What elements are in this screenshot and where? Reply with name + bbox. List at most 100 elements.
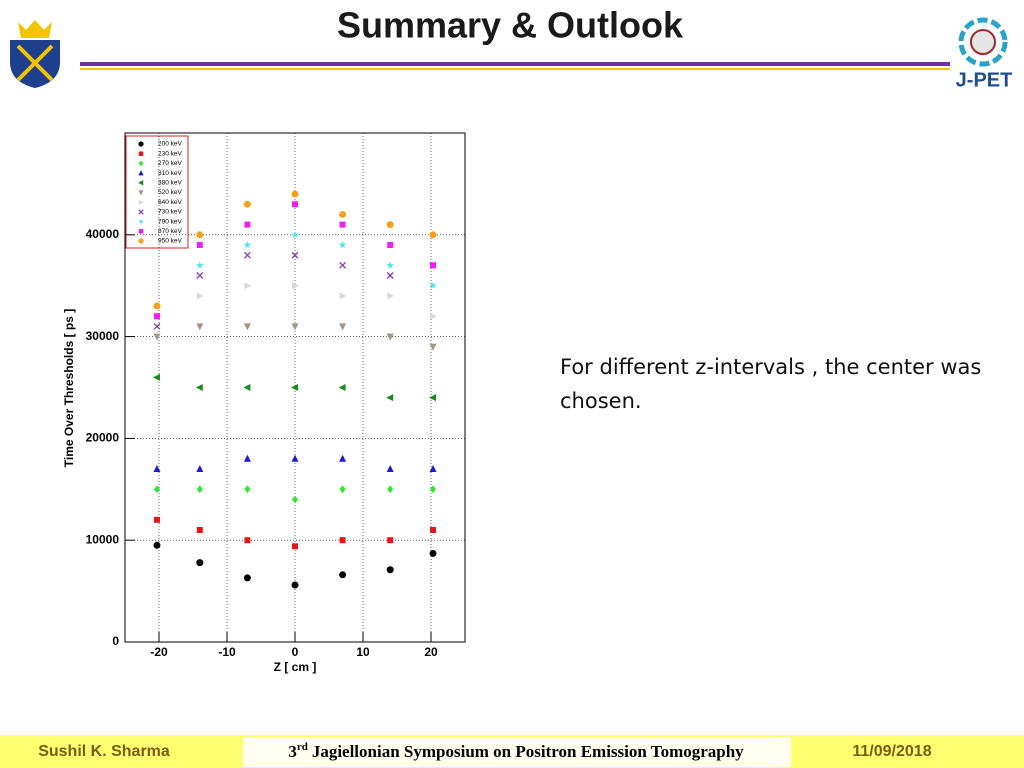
marker bbox=[339, 210, 347, 218]
marker bbox=[153, 313, 160, 320]
marker bbox=[387, 241, 394, 248]
y-tick-label: 10000 bbox=[86, 532, 120, 546]
marker bbox=[196, 231, 204, 239]
legend-label: 870 keV bbox=[158, 228, 183, 235]
marker bbox=[244, 537, 251, 544]
legend-label: 380 keV bbox=[158, 180, 183, 187]
marker bbox=[386, 394, 394, 402]
marker bbox=[244, 485, 251, 494]
marker bbox=[338, 240, 347, 249]
logo-text: J-PET bbox=[956, 69, 1013, 91]
legend-marker bbox=[138, 190, 144, 196]
marker bbox=[243, 454, 251, 462]
marker bbox=[195, 261, 204, 269]
footer-event: 3rd Jagiellonian Symposium on Positron Em… bbox=[288, 741, 744, 761]
marker bbox=[153, 485, 160, 494]
y-tick-label: 40000 bbox=[86, 227, 120, 241]
y-axis-label: Time Over Thresholds [ ps ] bbox=[62, 309, 76, 467]
marker bbox=[429, 464, 437, 472]
marker bbox=[429, 549, 437, 557]
event-name: Jagiellonian Symposium on Positron Emiss… bbox=[312, 742, 744, 761]
legend-marker bbox=[138, 170, 144, 176]
legend-label: 230 keV bbox=[158, 150, 183, 157]
marker bbox=[339, 454, 347, 462]
marker bbox=[243, 200, 251, 208]
marker bbox=[386, 464, 394, 472]
marker bbox=[292, 282, 299, 290]
marker bbox=[291, 230, 299, 239]
marker bbox=[386, 261, 395, 269]
event-number: 3 bbox=[288, 742, 297, 761]
marker bbox=[291, 454, 299, 462]
marker bbox=[153, 322, 161, 330]
marker bbox=[291, 323, 299, 331]
marker bbox=[153, 464, 161, 472]
x-tick-label: -10 bbox=[218, 645, 236, 659]
x-tick-label: 20 bbox=[424, 645, 438, 659]
marker bbox=[196, 272, 204, 279]
x-tick-label: 10 bbox=[356, 645, 370, 659]
marker bbox=[430, 485, 437, 494]
marker bbox=[339, 221, 346, 228]
legend-marker bbox=[138, 238, 144, 244]
marker bbox=[243, 323, 251, 331]
legend-marker bbox=[138, 218, 144, 225]
legend-label: 200 keV bbox=[158, 141, 183, 148]
marker bbox=[153, 302, 161, 310]
marker bbox=[429, 231, 437, 239]
marker bbox=[196, 559, 204, 567]
marker bbox=[243, 574, 251, 582]
marker bbox=[196, 241, 203, 248]
marker bbox=[196, 323, 204, 331]
footer-author: Sushil K. Sharma bbox=[38, 743, 170, 760]
legend-label: 950 keV bbox=[158, 238, 183, 245]
marker bbox=[196, 527, 203, 534]
marker bbox=[291, 581, 299, 589]
legend-marker bbox=[138, 199, 144, 205]
marker bbox=[339, 571, 347, 579]
marker bbox=[429, 394, 437, 402]
marker bbox=[339, 292, 347, 300]
university-crest bbox=[10, 20, 60, 88]
legend-label: 640 keV bbox=[158, 199, 183, 206]
x-axis-label: Z [ cm ] bbox=[274, 660, 317, 674]
legend-label: 790 keV bbox=[158, 218, 183, 225]
marker bbox=[153, 516, 160, 523]
y-tick-label: 20000 bbox=[86, 431, 120, 445]
footer-center bbox=[243, 737, 791, 767]
marker bbox=[386, 272, 394, 279]
marker bbox=[243, 240, 252, 249]
body-text: For different z-intervals , the center w… bbox=[560, 355, 982, 413]
marker bbox=[339, 537, 346, 544]
marker bbox=[387, 292, 395, 300]
marker bbox=[196, 464, 204, 472]
jpet-logo: J-PET bbox=[956, 17, 1013, 91]
marker bbox=[291, 190, 299, 198]
marker bbox=[152, 373, 160, 381]
marker bbox=[386, 333, 394, 341]
marker bbox=[339, 485, 346, 494]
marker bbox=[292, 495, 298, 504]
marker bbox=[430, 262, 437, 269]
y-tick-label: 0 bbox=[112, 634, 119, 648]
marker bbox=[387, 537, 394, 544]
legend-marker bbox=[138, 160, 144, 167]
marker bbox=[291, 251, 299, 259]
marker bbox=[339, 323, 347, 331]
footer-date: 11/09/2018 bbox=[852, 743, 931, 760]
legend-marker bbox=[138, 151, 144, 156]
marker bbox=[153, 541, 161, 549]
event-suffix: rd bbox=[297, 741, 308, 753]
marker bbox=[244, 221, 251, 228]
x-tick-label: 0 bbox=[292, 645, 299, 659]
marker bbox=[292, 201, 298, 208]
y-tick-label: 30000 bbox=[86, 329, 120, 343]
legend-marker bbox=[138, 180, 144, 186]
marker bbox=[196, 292, 204, 300]
marker bbox=[387, 485, 394, 494]
slide-title: Summary & Outlook bbox=[337, 5, 684, 46]
x-tick-label: -20 bbox=[150, 645, 168, 659]
marker bbox=[244, 282, 252, 290]
marker bbox=[386, 566, 394, 574]
